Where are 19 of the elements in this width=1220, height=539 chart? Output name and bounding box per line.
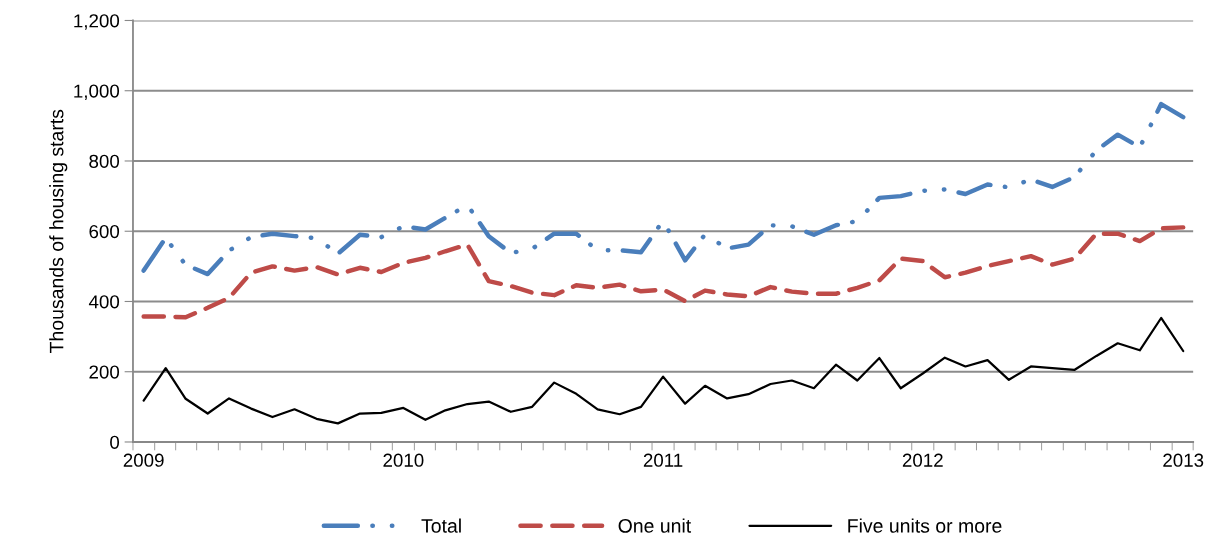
y-tick-label: 1,200	[74, 14, 120, 30]
x-tick-label: 2010	[383, 453, 424, 467]
x-tick-label: 2009	[123, 453, 164, 467]
line-series	[142, 316, 1185, 425]
line-series	[141, 101, 1186, 277]
y-tick-label: 600	[89, 224, 120, 239]
y-tick-label: 200	[89, 365, 120, 379]
y-axis-title: Thousands of housing starts	[49, 109, 68, 353]
y-tick-label: 1,000	[74, 84, 120, 100]
legend-label: Total	[421, 518, 461, 533]
legend-label: Five units or more	[848, 518, 1002, 533]
x-tick-label: 2011	[643, 453, 683, 467]
line-series	[141, 225, 1186, 320]
legend-label: One unit	[618, 518, 692, 533]
x-tick-label: 2013	[1163, 453, 1204, 467]
x-tick-label: 2012	[902, 453, 943, 467]
y-tick-label: 0	[110, 435, 120, 449]
y-tick-label: 400	[88, 295, 120, 309]
y-tick-label: 800	[89, 154, 120, 168]
